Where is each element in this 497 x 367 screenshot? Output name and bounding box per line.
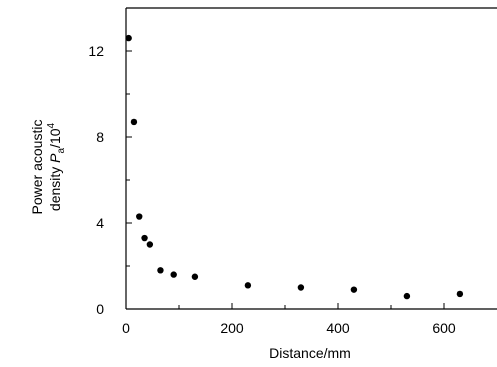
y-tick-label: 8 <box>96 129 104 145</box>
data-point <box>191 273 199 280</box>
y-tick-label: 0 <box>96 301 104 317</box>
x-tick-label: 200 <box>220 320 244 336</box>
x-tick-label: 0 <box>122 320 130 336</box>
data-point <box>125 34 132 42</box>
x-axis-label: Distance/mm <box>269 345 351 361</box>
x-tick-label: 600 <box>432 320 456 336</box>
data-points <box>125 34 464 300</box>
y-axis-ticks: 0 4 8 12 <box>88 7 132 317</box>
data-point <box>130 118 138 126</box>
y-tick-label: 12 <box>88 43 104 59</box>
data-point <box>350 286 358 293</box>
plot-frame <box>125 7 497 310</box>
x-axis-ticks: 0 200 400 600 <box>122 303 456 336</box>
data-point <box>170 271 177 278</box>
data-point <box>403 292 411 300</box>
y-axis-label-line2: density Pa/104 <box>46 122 67 211</box>
data-point <box>244 282 252 289</box>
x-tick-label: 400 <box>326 320 350 336</box>
data-point <box>157 267 164 274</box>
data-point <box>456 290 464 298</box>
data-point <box>141 234 148 242</box>
y-axis-label-line1: Power acoustic <box>29 120 45 215</box>
y-axis-label: Power acoustic density Pa/104 <box>29 120 67 215</box>
data-point <box>136 213 143 220</box>
data-point <box>146 241 154 248</box>
y-tick-label: 4 <box>96 215 104 231</box>
data-point <box>297 284 305 291</box>
